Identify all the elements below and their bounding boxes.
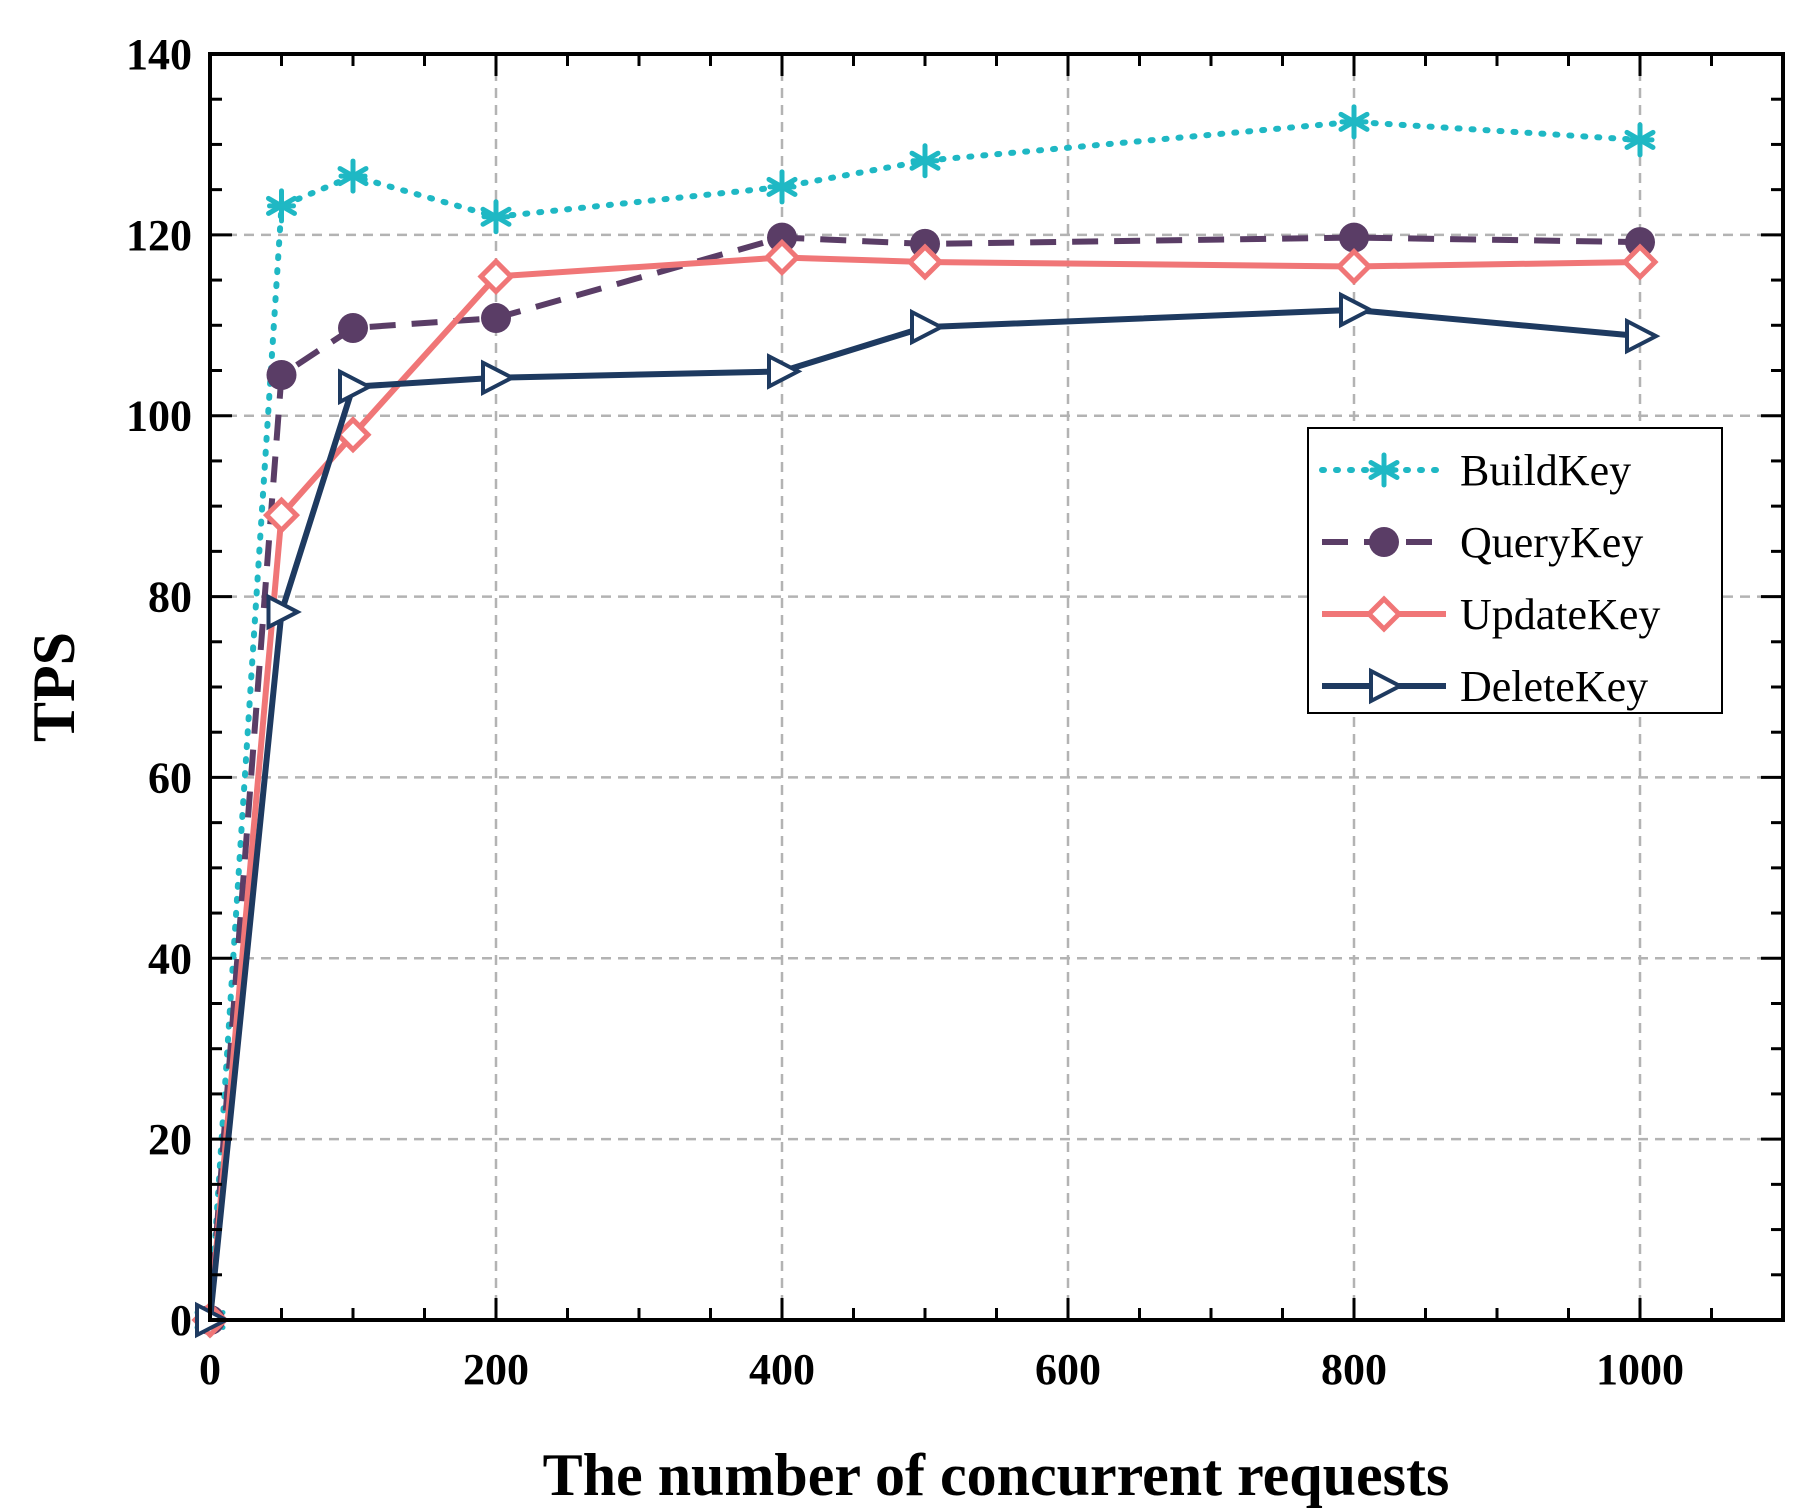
data-point-BuildKey [480, 199, 512, 235]
y-tick-label: 100 [126, 392, 192, 441]
legend-label: QueryKey [1460, 518, 1643, 567]
legend: BuildKey QueryKey UpdateKey DeleteKey [1307, 427, 1723, 714]
y-tick-label: 20 [148, 1115, 192, 1164]
legend-label: DeleteKey [1460, 662, 1648, 711]
data-point-DeleteKey [1625, 317, 1661, 355]
data-point-UpdateKey [1621, 243, 1659, 281]
series-line-BuildKey [207, 118, 1643, 1323]
data-point-BuildKey [266, 188, 297, 224]
y-tick-label: 140 [126, 30, 192, 79]
x-tick-label: 400 [749, 1345, 815, 1394]
data-point-QueryKey [338, 312, 368, 343]
data-point-UpdateKey [477, 257, 515, 295]
x-axis-tick-labels: 0 200 400 600 800 1000 [199, 1345, 1684, 1394]
data-point-BuildKey [1624, 122, 1656, 158]
y-axis-tick-labels: 0 20 40 60 80 100 120 140 [126, 30, 192, 1345]
data-point-DeleteKey [481, 359, 517, 397]
x-tick-label: 0 [199, 1345, 221, 1394]
data-point-BuildKey [909, 143, 941, 179]
legend-item-UpdateKey: UpdateKey [1322, 590, 1660, 639]
y-tick-label: 60 [148, 753, 192, 802]
data-point-DeleteKey [767, 353, 803, 390]
data-point-BuildKey [1338, 104, 1370, 140]
x-tick-label: 800 [1321, 1345, 1387, 1394]
data-point-QueryKey [1625, 227, 1655, 258]
data-point-UpdateKey [334, 416, 372, 454]
data-point-DeleteKey [910, 308, 946, 346]
y-axis-title: TPS [21, 632, 87, 742]
data-point-QueryKey [481, 303, 511, 334]
data-point-DeleteKey [266, 593, 302, 631]
data-point-DeleteKey [1339, 291, 1375, 329]
legend-label: UpdateKey [1460, 590, 1660, 639]
data-point-UpdateKey [1335, 247, 1373, 286]
series-line-QueryKey [207, 234, 1641, 1321]
data-point-QueryKey [1339, 222, 1369, 253]
data-point-QueryKey [767, 222, 797, 253]
legend-label: BuildKey [1460, 446, 1631, 495]
legend-marker [1365, 595, 1403, 633]
y-tick-label: 0 [170, 1296, 192, 1345]
x-axis-title: The number of concurrent requests [543, 1442, 1450, 1508]
series-line-DeleteKey [207, 306, 1641, 1321]
series-layer [191, 104, 1661, 1339]
y-tick-label: 120 [126, 211, 192, 260]
data-point-BuildKey [766, 169, 798, 205]
legend-item-DeleteKey: DeleteKey [1322, 662, 1648, 711]
legend-marker [1368, 452, 1400, 488]
y-tick-label: 40 [148, 934, 192, 983]
data-point-UpdateKey [906, 243, 944, 281]
data-point-QueryKey [266, 360, 297, 391]
x-tick-label: 200 [463, 1345, 529, 1394]
series-line-UpdateKey [207, 254, 1641, 1321]
x-tick-label: 1000 [1596, 1345, 1684, 1394]
plot-area-frame [208, 52, 1785, 1322]
legend-marker [1369, 527, 1399, 557]
x-tick-label: 600 [1035, 1345, 1101, 1394]
legend-item-QueryKey: QueryKey [1322, 518, 1643, 567]
series-DeleteKey [195, 291, 1661, 1339]
data-point-DeleteKey [338, 368, 374, 406]
data-point-UpdateKey [262, 496, 301, 534]
legend-marker [1369, 667, 1405, 705]
y-tick-label: 80 [148, 573, 192, 622]
data-point-BuildKey [337, 158, 369, 194]
data-point-UpdateKey [763, 238, 801, 276]
legend-item-BuildKey: BuildKey [1319, 446, 1631, 495]
